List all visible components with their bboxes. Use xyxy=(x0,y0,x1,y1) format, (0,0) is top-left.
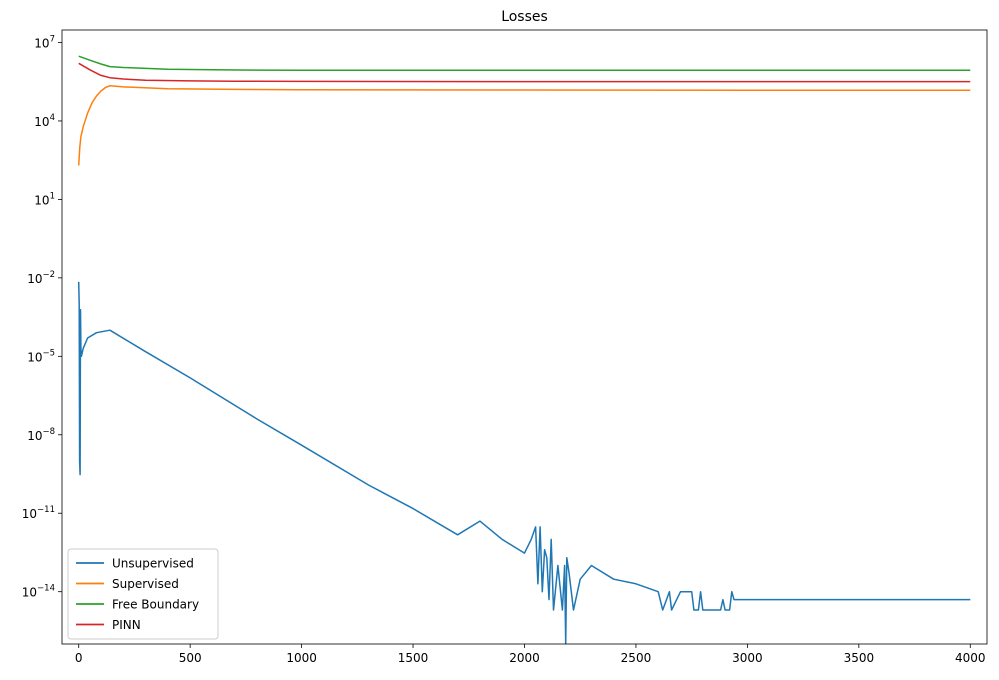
legend-label: Unsupervised xyxy=(112,557,194,571)
legend-box xyxy=(67,548,219,640)
x-tick-label: 3000 xyxy=(732,651,763,665)
x-tick-label: 2500 xyxy=(621,651,652,665)
y-tick-label: 101 xyxy=(34,191,55,207)
series-line-unsupervised xyxy=(77,281,971,644)
legend: Unsupervised Supervised Free Boundary PINN xyxy=(67,548,219,640)
x-tick-label: 4000 xyxy=(955,651,986,665)
y-tick-label: 10−2 xyxy=(27,270,55,286)
y-tick-label: 10−8 xyxy=(27,427,55,443)
series-line-pinn xyxy=(78,62,971,83)
x-tick-label: 2000 xyxy=(509,651,540,665)
y-tick-label: 104 xyxy=(34,113,55,129)
x-tick-label: 3500 xyxy=(844,651,875,665)
series-line-free-boundary xyxy=(78,55,971,72)
x-tick-label: 1000 xyxy=(286,651,317,665)
y-tick-label: 107 xyxy=(34,34,55,50)
x-tick-label: 0 xyxy=(75,651,83,665)
y-tick-label: 10−11 xyxy=(22,505,55,521)
y-tick-label: 10−5 xyxy=(27,348,55,364)
x-tick-label: 1500 xyxy=(398,651,429,665)
legend-label: PINN xyxy=(112,618,141,632)
legend-label: Supervised xyxy=(112,577,179,591)
x-tick-label: 500 xyxy=(179,651,202,665)
axes: 0 500 1000 1500 2000 2500 3000 3500 4000 10−14 10−… xyxy=(22,29,988,665)
plot-area xyxy=(77,55,971,644)
y-tick-label: 10−14 xyxy=(22,584,55,600)
chart-title: Losses xyxy=(501,9,548,25)
legend-label: Free Boundary xyxy=(112,598,199,612)
series-line-supervised xyxy=(77,85,971,166)
